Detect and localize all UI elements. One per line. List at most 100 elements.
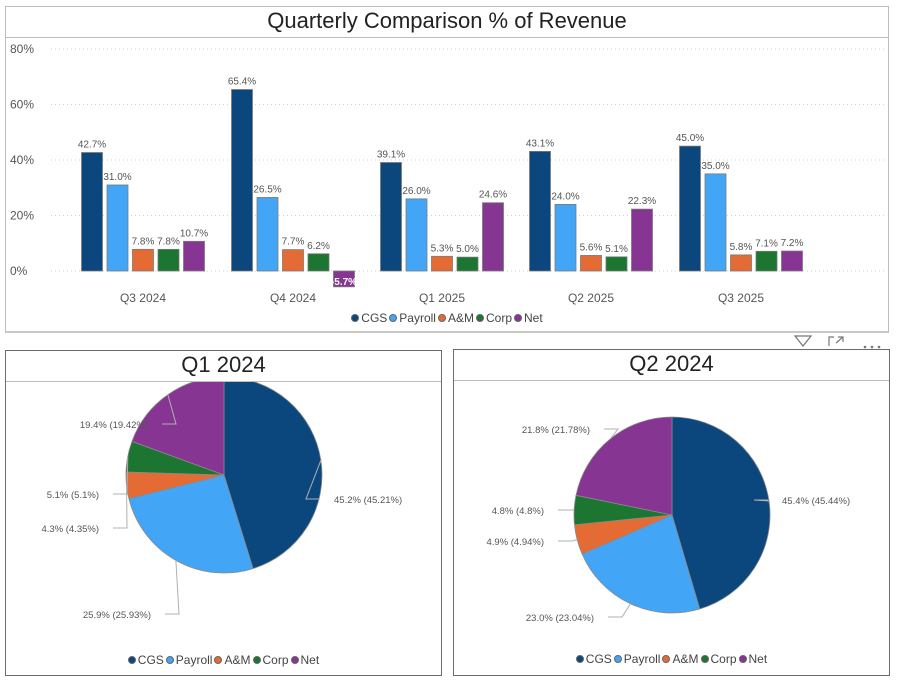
legend-label: CGS	[137, 653, 164, 667]
data-label: 10.7%	[180, 228, 208, 239]
leader-line	[113, 485, 128, 529]
bar-cgs-q3-2024[interactable]	[81, 152, 103, 272]
bar-payroll-q2-2025[interactable]	[554, 203, 577, 272]
filter-icon[interactable]	[793, 335, 813, 349]
pie-chart-legend: CGS Payroll A&M Corp Net	[6, 653, 441, 667]
data-label: -5.7%	[331, 277, 357, 288]
pie-data-label: 19.4% (19.42%)	[80, 420, 148, 431]
pie-slice-payroll[interactable]	[581, 514, 701, 614]
bar-chart-legend: CGS Payroll A&M Corp Net	[6, 311, 888, 325]
pie-chart-legend: CGS Payroll A&M Corp Net	[454, 652, 889, 666]
legend-item-cgs[interactable]: CGS	[127, 653, 164, 667]
legend-item-aandm[interactable]: A&M	[437, 311, 474, 325]
data-label: 5.3%	[431, 243, 454, 254]
legend-item-corp[interactable]: Corp	[252, 653, 289, 667]
legend-marker-icon	[738, 655, 747, 663]
data-label: 5.6%	[580, 242, 603, 253]
leader-line	[305, 460, 322, 500]
leader-line	[113, 456, 129, 495]
pie-chart-q1-2024-panel: Q1 2024 45.2% (45.21%) 25.9% (25.93%) 4.3%…	[5, 350, 442, 676]
bar-corp-q4-2024[interactable]	[307, 253, 330, 272]
bar-corp-q1-2025[interactable]	[456, 256, 479, 272]
legend-label: CGS	[585, 652, 612, 666]
more-options-icon[interactable]	[862, 339, 882, 352]
pie-slice-net[interactable]	[575, 416, 673, 516]
data-label: 24.0%	[551, 191, 579, 202]
legend-label: Net	[748, 652, 768, 666]
legend-label: Net	[524, 311, 543, 325]
legend-item-net[interactable]: Net	[738, 652, 768, 666]
legend-marker-icon	[662, 655, 671, 663]
bar-aandm-q2-2025[interactable]	[580, 255, 602, 272]
data-label: 24.6%	[479, 190, 507, 201]
pie-chart-svg: 45.4% (45.44%) 23.0% (23.04%) 4.9% (4.94%)…	[486, 416, 850, 624]
data-label: 65.4%	[228, 77, 256, 88]
pie-data-label: 5.1% (5.1%)	[47, 490, 99, 501]
legend-item-net[interactable]: Net	[514, 311, 543, 325]
bar-net-q4-2024[interactable]	[333, 270, 355, 288]
legend-item-net[interactable]: Net	[290, 653, 320, 667]
bar-cgs-q3-2025[interactable]	[679, 145, 701, 272]
data-label: 7.8%	[157, 236, 180, 247]
legend-item-cgs[interactable]: CGS	[351, 311, 387, 325]
x-tick-label: Q1 2025	[419, 291, 465, 305]
data-label: 22.3%	[628, 196, 656, 207]
bar-cgs-q4-2024[interactable]	[231, 89, 253, 272]
bar-cgs-q2-2025[interactable]	[529, 150, 551, 272]
legend-item-aandm[interactable]: A&M	[214, 653, 251, 667]
legend-item-corp[interactable]: Corp	[700, 652, 737, 666]
legend-marker-icon	[700, 655, 709, 663]
bar-aandm-q4-2024[interactable]	[282, 249, 304, 272]
pie-data-label: 45.2% (45.21%)	[334, 495, 402, 506]
data-label: 7.7%	[282, 237, 305, 248]
bar-aandm-q3-2024[interactable]	[132, 248, 154, 272]
pie-data-label: 45.4% (45.44%)	[782, 496, 850, 507]
legend-label: A&M	[224, 653, 251, 667]
bar-payroll-q3-2024[interactable]	[106, 184, 129, 272]
legend-marker-icon	[437, 314, 446, 322]
data-label: 7.1%	[755, 238, 778, 249]
leader-line	[162, 394, 177, 425]
bar-net-q2-2025[interactable]	[631, 208, 653, 272]
legend-label: Payroll	[623, 652, 661, 666]
pie-slice-cgs[interactable]	[671, 416, 771, 610]
legend-label: Corp	[710, 652, 737, 666]
leader-line	[753, 499, 770, 502]
bar-aandm-q3-2025[interactable]	[730, 254, 752, 272]
legend-item-payroll[interactable]: Payroll	[165, 653, 212, 667]
bar-corp-q3-2024[interactable]	[157, 248, 180, 272]
bar-chart-title: Quarterly Comparison % of Revenue	[6, 7, 888, 38]
bar-payroll-q1-2025[interactable]	[405, 198, 428, 272]
pie-data-label: 4.3% (4.35%)	[41, 524, 99, 535]
bar-chart-panel: Quarterly Comparison % of Revenue 0% 20% 4…	[5, 6, 889, 333]
bar-net-q3-2024[interactable]	[183, 240, 205, 272]
bar-corp-q3-2025[interactable]	[755, 250, 778, 272]
pie-chart-title: Q2 2024	[454, 350, 889, 381]
legend-item-cgs[interactable]: CGS	[575, 652, 612, 666]
data-label: 6.2%	[307, 241, 330, 252]
y-tick-label: 40%	[10, 153, 34, 167]
bar-net-q1-2025[interactable]	[482, 202, 504, 272]
bar-aandm-q1-2025[interactable]	[431, 255, 453, 272]
legend-label: Corp	[262, 653, 289, 667]
leader-line	[165, 560, 180, 615]
data-label: 35.0%	[701, 161, 729, 172]
bar-payroll-q4-2024[interactable]	[256, 197, 279, 272]
focus-mode-icon[interactable]	[828, 335, 844, 349]
legend-item-payroll[interactable]: Payroll	[613, 652, 661, 666]
legend-label: Payroll	[399, 311, 436, 325]
data-label: 7.8%	[132, 236, 155, 247]
bar-corp-q2-2025[interactable]	[605, 256, 628, 272]
bar-payroll-q3-2025[interactable]	[704, 173, 727, 272]
bar-net-q3-2025[interactable]	[781, 250, 803, 272]
bar-cgs-q1-2025[interactable]	[380, 162, 402, 272]
legend-marker-icon	[351, 314, 360, 322]
legend-item-payroll[interactable]: Payroll	[389, 311, 436, 325]
pie-slice-payroll[interactable]	[128, 474, 254, 574]
legend-marker-icon	[127, 656, 136, 664]
pie-data-label: 23.0% (23.04%)	[526, 613, 594, 624]
legend-item-aandm[interactable]: A&M	[662, 652, 699, 666]
pie-slice-cgs[interactable]	[223, 382, 323, 570]
legend-label: Net	[300, 653, 320, 667]
legend-item-corp[interactable]: Corp	[476, 311, 512, 325]
